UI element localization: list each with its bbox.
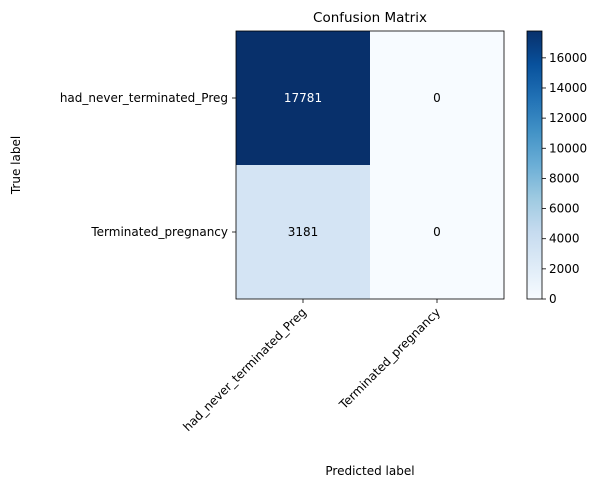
- matrix-cell-0-0: [236, 31, 370, 165]
- x-tick-label: Terminated_pregnancy: [336, 305, 443, 412]
- y-tick-label: Terminated_pregnancy: [90, 225, 228, 239]
- y-axis-ticks: had_never_terminated_Preg Terminated_preg…: [60, 91, 236, 239]
- colorbar: [526, 30, 543, 300]
- colorbar-tick-label: 14000: [549, 81, 587, 95]
- y-axis-label: True label: [9, 136, 23, 195]
- plot-frame: [235, 30, 505, 300]
- matrix-cells: 17781 0 3181 0: [236, 31, 504, 299]
- matrix-cell-value-1-1: 0: [433, 225, 441, 239]
- x-axis-ticks: had_never_terminated_Preg Terminated_preg…: [180, 299, 443, 434]
- chart-title: Confusion Matrix: [313, 10, 427, 26]
- colorbar-tick-label: 2000: [549, 262, 580, 276]
- colorbar-tick-label: 12000: [549, 111, 587, 125]
- matrix-cell-value-0-1: 0: [433, 91, 441, 105]
- y-tick-label: had_never_terminated_Preg: [60, 91, 228, 105]
- colorbar-tick-label: 0: [549, 292, 557, 306]
- colorbar-ticks: 0 2000 4000 6000 8000 10000 12000 14000 16000: [542, 51, 587, 306]
- colorbar-tick-label: 16000: [549, 51, 587, 65]
- matrix-cell-value-1-0: 3181: [288, 225, 319, 239]
- x-axis-label: Predicted label: [325, 464, 414, 478]
- matrix-cell-value-0-0: 17781: [284, 91, 322, 105]
- colorbar-tick-label: 4000: [549, 232, 580, 246]
- x-tick-label: had_never_terminated_Preg: [180, 305, 309, 434]
- matrix-cell-0-1: [370, 31, 504, 165]
- colorbar-tick-label: 10000: [549, 141, 587, 155]
- colorbar-tick-label: 8000: [549, 171, 580, 185]
- colorbar-tick-label: 6000: [549, 202, 580, 216]
- matrix-cell-1-0: [236, 165, 370, 299]
- matrix-cell-1-1: [370, 165, 504, 299]
